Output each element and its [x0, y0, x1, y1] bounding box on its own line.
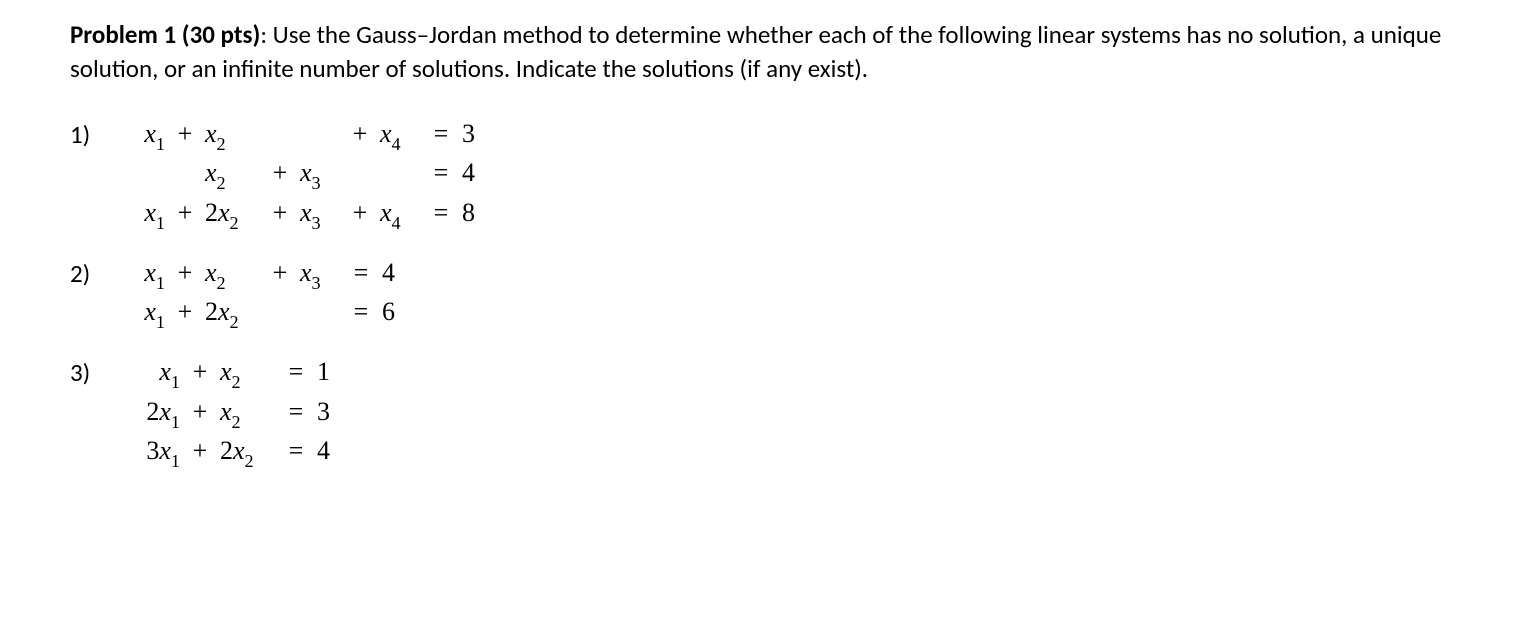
operator: + [180, 433, 220, 469]
rhs-value: 4 [317, 433, 347, 469]
equation-row: 3x1+2x2=4 [125, 433, 347, 473]
term: 2x2 [220, 433, 275, 473]
rhs-value: 3 [462, 116, 492, 152]
term: x2 [205, 155, 260, 195]
term: x3 [300, 195, 340, 235]
operator: + [260, 255, 300, 291]
problem-title: Problem 1 (30 pts) [70, 19, 260, 50]
system-label: 3) [70, 354, 125, 390]
equals-sign: = [420, 195, 462, 231]
problem-description: : Use the Gauss–Jordan method to determi… [70, 19, 1441, 84]
problem-statement: Problem 1 (30 pts): Use the Gauss–Jordan… [70, 18, 1450, 86]
equation-row: x1+2x2 =6 [125, 294, 412, 334]
operator: + [165, 195, 205, 231]
equation-row: x1+2x2+x3+x4=8 [125, 195, 492, 235]
term: x3 [300, 155, 340, 195]
operator: + [340, 195, 380, 231]
term: 2x1 [125, 394, 180, 434]
operator: + [260, 195, 300, 231]
operator: + [180, 354, 220, 390]
operator: + [180, 394, 220, 430]
equals-sign: = [275, 394, 317, 430]
term: x2 [220, 394, 275, 434]
term: x1 [125, 116, 165, 156]
term: 2x2 [205, 195, 260, 235]
equation-row: x1+x2+x3=4 [125, 255, 412, 295]
equals-sign: = [275, 433, 317, 469]
operator: + [165, 116, 205, 152]
equations: x1+x2+x3=4x1+2x2=6 [125, 255, 412, 334]
rhs-value: 3 [317, 394, 347, 430]
systems-container: 1)x1+x2+x4=3x2+x3=4x1+2x2+x3+x4=82)x1+x2… [70, 116, 1450, 473]
equals-sign: = [275, 354, 317, 390]
rhs-value: 8 [462, 195, 492, 231]
equals-sign: = [420, 155, 462, 191]
term: x2 [205, 116, 260, 156]
equation-row: x2+x3 =4 [125, 155, 492, 195]
term: 2x2 [205, 294, 260, 334]
equations: x1+x2=12x1+x2=33x1+2x2=4 [125, 354, 347, 473]
operator: + [165, 294, 205, 330]
term: x2 [220, 354, 275, 394]
equals-sign: = [420, 116, 462, 152]
rhs-value: 1 [317, 354, 347, 390]
equation-row: x1+x2=1 [125, 354, 347, 394]
system-label: 1) [70, 116, 125, 152]
equation-row: x1+x2+x4=3 [125, 116, 492, 156]
term: x4 [380, 116, 420, 156]
equals-sign: = [340, 294, 382, 330]
system-2: 2)x1+x2+x3=4x1+2x2=6 [70, 255, 1450, 334]
term: 3x1 [125, 433, 180, 473]
rhs-value: 6 [382, 294, 412, 330]
term: x1 [125, 255, 165, 295]
equals-sign: = [340, 255, 382, 291]
operator: + [165, 255, 205, 291]
equation-row: 2x1+x2=3 [125, 394, 347, 434]
equations: x1+x2+x4=3x2+x3=4x1+2x2+x3+x4=8 [125, 116, 492, 235]
term: x2 [205, 255, 260, 295]
operator: + [260, 155, 300, 191]
term: x3 [300, 255, 340, 295]
rhs-value: 4 [382, 255, 412, 291]
system-1: 1)x1+x2+x4=3x2+x3=4x1+2x2+x3+x4=8 [70, 116, 1450, 235]
system-3: 3)x1+x2=12x1+x2=33x1+2x2=4 [70, 354, 1450, 473]
term: x1 [125, 354, 180, 394]
term: x4 [380, 195, 420, 235]
term: x1 [125, 195, 165, 235]
system-label: 2) [70, 255, 125, 291]
rhs-value: 4 [462, 155, 492, 191]
operator: + [340, 116, 380, 152]
term: x1 [125, 294, 165, 334]
